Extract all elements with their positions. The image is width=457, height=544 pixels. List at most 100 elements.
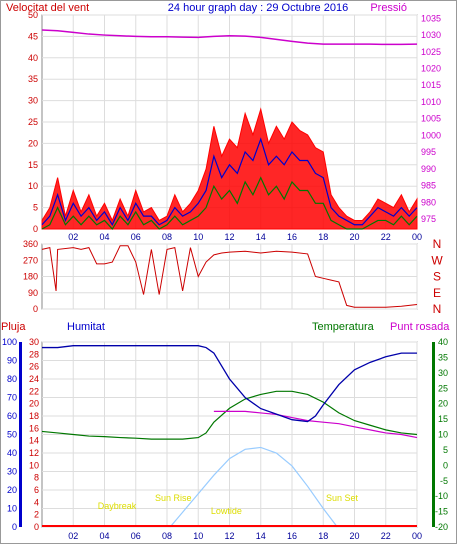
humidity-tick-label: 80	[7, 374, 17, 384]
x-tick-label: 00	[412, 531, 422, 541]
x-tick-label: 16	[287, 232, 297, 242]
x-tick-label: 22	[381, 232, 391, 242]
humidity-tick-label: 50	[7, 430, 17, 440]
rain-tick-label: 22	[29, 386, 39, 396]
temp-tick-label: -15	[435, 507, 448, 517]
rain-tick-label: 0	[34, 522, 39, 532]
y-tick-label: 45	[28, 31, 38, 41]
y2-tick-label: 1000	[421, 130, 441, 140]
x-tick-label: 16	[287, 531, 297, 541]
rain-label: Pluja	[1, 321, 26, 333]
x-tick-label: 06	[131, 531, 141, 541]
y2-tick-label: 1020	[421, 64, 441, 74]
x-tick-label: 04	[99, 531, 109, 541]
rain-tick-label: 6	[34, 485, 39, 495]
temperature-line	[41, 390, 418, 440]
y2-tick-label: 1010	[421, 97, 441, 107]
sunrise-label: Sun Rise	[155, 493, 192, 503]
pressure-line	[41, 29, 418, 46]
x-tick-label: 14	[256, 232, 266, 242]
x-tick-label: 20	[349, 232, 359, 242]
temp-tick-label: -5	[440, 476, 448, 486]
y2-tick-label: 1005	[421, 114, 441, 124]
direction-tick-label: 180	[23, 272, 38, 282]
y-tick-label: 30	[28, 96, 38, 106]
direction-tick-label: 270	[23, 255, 38, 265]
humidity-tick-label: 60	[7, 411, 17, 421]
compass-label: N	[433, 302, 442, 316]
y-tick-label: 10	[28, 181, 38, 191]
y-tick-label: 5	[33, 203, 38, 213]
wind-avg-line	[41, 137, 418, 226]
compass-label: W	[431, 253, 443, 267]
temp-tick-label: 20	[438, 399, 448, 409]
x-tick-label: 04	[99, 232, 109, 242]
temp-tick-label: -10	[435, 491, 448, 501]
x-tick-label: 12	[224, 531, 234, 541]
temp-tick-label: 0	[443, 460, 448, 470]
temp-tick-label: 35	[438, 352, 448, 362]
y2-tick-label: 1015	[421, 80, 441, 90]
solar-curve	[169, 446, 338, 528]
humidity-tick-label: 20	[7, 485, 17, 495]
humidity-axis-bar	[19, 342, 22, 527]
wind-min-line	[41, 176, 418, 230]
rain-tick-label: 8	[34, 473, 39, 483]
wind-speed-label: Velocitat del vent	[6, 2, 89, 14]
y-tick-label: 50	[28, 10, 38, 20]
y-tick-label: 0	[33, 224, 38, 234]
compass-label: E	[433, 286, 441, 300]
y2-tick-label: 1035	[421, 13, 441, 23]
x-tick-label: 10	[193, 531, 203, 541]
temp-tick-label: 40	[438, 337, 448, 347]
sunset-label: Sun Set	[326, 493, 359, 503]
x-tick-label: 02	[68, 531, 78, 541]
y-tick-label: 40	[28, 53, 38, 63]
y-tick-label: 25	[28, 117, 38, 127]
wind-direction-line	[41, 245, 418, 308]
y-tick-label: 20	[28, 138, 38, 148]
y2-tick-label: 995	[421, 147, 436, 157]
rain-tick-label: 12	[29, 448, 39, 458]
y2-tick-label: 1025	[421, 47, 441, 57]
direction-tick-label: 90	[28, 288, 38, 298]
temp-tick-label: 5	[443, 445, 448, 455]
rain-tick-label: 26	[29, 362, 39, 372]
temp-tick-label: 15	[438, 414, 448, 424]
temp-axis-bar	[432, 342, 435, 527]
x-tick-label: 10	[193, 232, 203, 242]
daybreak-label: Daybreak	[98, 501, 137, 511]
humidity-tick-label: 40	[7, 448, 17, 458]
direction-tick-label: 0	[33, 304, 38, 314]
temp-tick-label: 25	[438, 383, 448, 393]
dewpoint-label: Punt rosada	[390, 321, 450, 333]
x-tick-label: 20	[349, 531, 359, 541]
temp-tick-label: 30	[438, 368, 448, 378]
pressure-label: Pressió	[370, 2, 407, 14]
rain-tick-label: 10	[29, 460, 39, 470]
x-tick-label: 18	[318, 531, 328, 541]
rain-tick-label: 14	[29, 436, 39, 446]
humidity-tick-label: 70	[7, 393, 17, 403]
compass-label: N	[433, 237, 442, 251]
rain-tick-label: 24	[29, 374, 39, 384]
rain-tick-label: 16	[29, 423, 39, 433]
x-tick-label: 14	[256, 531, 266, 541]
humidity-tick-label: 0	[12, 522, 17, 532]
y2-tick-label: 980	[421, 197, 436, 207]
lowtide-label: Lowtide	[211, 506, 242, 516]
rain-tick-label: 2	[34, 510, 39, 520]
x-tick-label: 00	[412, 232, 422, 242]
direction-tick-label: 360	[23, 239, 38, 249]
y-tick-label: 15	[28, 160, 38, 170]
x-tick-label: 08	[162, 232, 172, 242]
x-tick-label: 22	[381, 531, 391, 541]
y2-tick-label: 990	[421, 164, 436, 174]
temp-tick-label: 10	[438, 430, 448, 440]
humidity-line	[42, 345, 417, 423]
rain-tick-label: 28	[29, 349, 39, 359]
x-tick-label: 02	[68, 232, 78, 242]
temperature-label: Temperatura	[312, 321, 375, 333]
